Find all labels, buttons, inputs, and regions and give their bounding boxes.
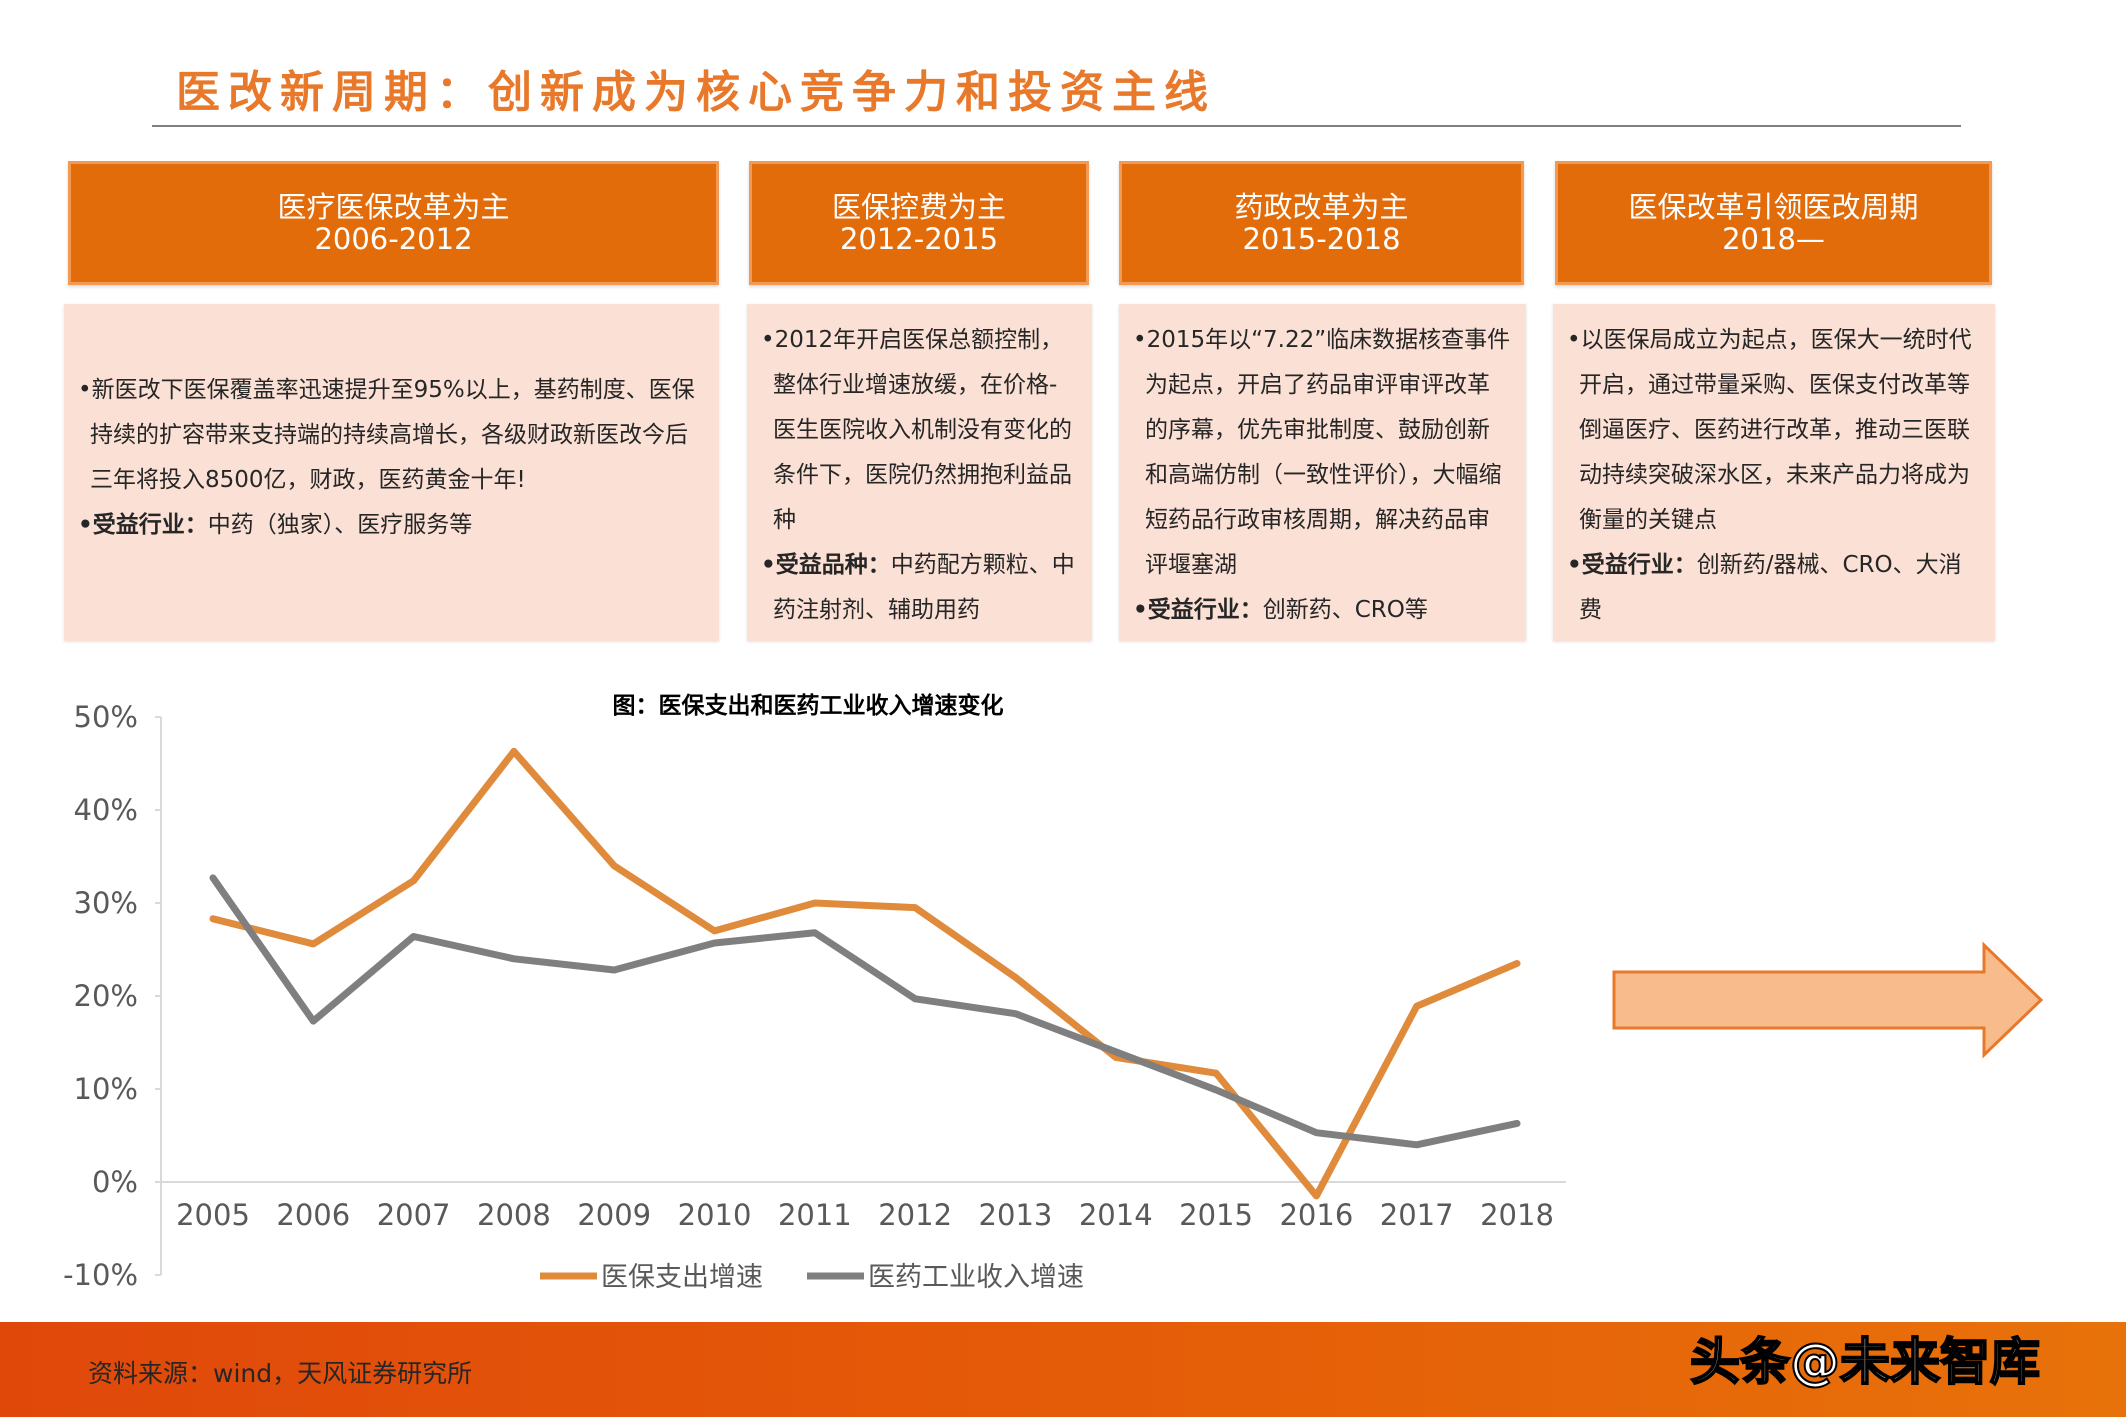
data-point	[1213, 1086, 1220, 1093]
data-point	[510, 748, 517, 755]
data-point	[310, 1018, 317, 1025]
y-tick-label: 50%	[74, 700, 138, 734]
x-tick-label: 2012	[878, 1198, 952, 1232]
x-tick-label: 2013	[979, 1198, 1053, 1232]
phase-content-4: •以医保局成立为起点，医保大一统时代开启，通过带量采购、医保支付改革等倒逼医疗、…	[1553, 304, 1995, 641]
data-point	[1112, 1048, 1119, 1055]
y-tick-label: 10%	[74, 1072, 138, 1106]
phase-period: 2015-2018	[1242, 222, 1401, 256]
page-title: 医改新周期：创新成为核心竞争力和投资主线	[176, 67, 1216, 118]
phase-content-2: •2012年开启医保总额控制，整体行业增速放缓，在价格-医生医院收入机制没有变化…	[747, 304, 1092, 641]
data-point	[410, 877, 417, 884]
phase-description: •2012年开启医保总额控制，整体行业增速放缓，在价格-医生医院收入机制没有变化…	[761, 327, 1072, 533]
x-tick-label: 2005	[176, 1198, 250, 1232]
source-note: 资料来源：wind，天风证券研究所	[88, 1359, 473, 1388]
right-arrow-icon	[1612, 941, 2044, 1059]
phase-period: 2006-2012	[314, 222, 473, 256]
phase-beneficiaries: •受益行业：中药（独家）、医疗服务等	[78, 512, 473, 538]
phase-description: •新医改下医保覆盖率迅速提升至95%以上，基药制度、医保持续的扩容带来支持端的持…	[78, 377, 695, 493]
phase-beneficiaries: •受益品种：中药配方颗粒、中药注射剂、辅助用药	[761, 552, 1075, 623]
phase-content-3: •2015年以“7.22”临床数据核查事件为起点，开启了药品审评审评改革的序幕，…	[1119, 304, 1526, 641]
data-point	[811, 929, 818, 936]
data-point	[1413, 1141, 1420, 1148]
phase-header-3: 药政改革为主 2015-2018	[1119, 161, 1524, 285]
x-tick-label: 2014	[1079, 1198, 1153, 1232]
data-point	[711, 927, 718, 934]
phase-content-1: •新医改下医保覆盖率迅速提升至95%以上，基药制度、医保持续的扩容带来支持端的持…	[64, 304, 719, 641]
phase-title: 药政改革为主	[1234, 190, 1409, 224]
series-line-1	[209, 747, 1521, 1200]
data-point	[310, 940, 317, 947]
y-tick-label: 40%	[74, 793, 138, 827]
x-tick-label: 2011	[778, 1198, 852, 1232]
phase-header-4: 医保改革引领医改周期 2018—	[1555, 161, 1992, 285]
x-tick-label: 2016	[1279, 1198, 1353, 1232]
data-point	[510, 955, 517, 962]
phase-title: 医保控费为主	[831, 190, 1006, 224]
phase-description: •2015年以“7.22”临床数据核查事件为起点，开启了药品审评审评改革的序幕，…	[1133, 327, 1511, 578]
x-tick-label: 2008	[477, 1198, 551, 1232]
data-point	[1514, 1120, 1520, 1127]
data-point	[210, 915, 216, 922]
data-point	[1313, 1192, 1320, 1199]
data-point	[1514, 960, 1520, 967]
y-tick-label: 20%	[74, 979, 138, 1013]
chart-title: 图：医保支出和医药工业收入增速变化	[613, 692, 1004, 719]
data-point	[611, 966, 618, 973]
x-tick-label: 2010	[678, 1198, 752, 1232]
x-tick-label: 2007	[377, 1198, 451, 1232]
data-point	[410, 933, 417, 940]
x-tick-label: 2015	[1179, 1198, 1253, 1232]
data-point	[611, 862, 618, 869]
data-point	[811, 900, 818, 906]
phase-title: 医疗医保改革为主	[277, 190, 510, 224]
phase-header-2: 医保控费为主 2012-2015	[749, 161, 1089, 285]
data-point	[1012, 974, 1019, 981]
data-point	[1413, 1003, 1420, 1010]
footer-bar	[0, 1322, 2126, 1417]
x-tick-label: 2017	[1380, 1198, 1454, 1232]
phase-beneficiaries: •受益行业：创新药、CRO等	[1133, 597, 1428, 623]
growth-line-chart: 图：医保支出和医药工业收入增速变化 50% 40% 30% 20% 10% 0% -10% 2…	[63, 692, 2044, 1293]
data-point	[711, 939, 718, 946]
y-tick-label: 30%	[74, 886, 138, 920]
data-point	[1313, 1129, 1320, 1136]
watermark: 头条@未来智库	[1689, 1332, 2041, 1392]
data-point	[912, 904, 919, 911]
series-line-2	[209, 874, 1521, 1149]
phase-beneficiaries: •受益行业：创新药/器械、CRO、大消费	[1567, 552, 1962, 623]
data-point	[912, 995, 919, 1002]
phase-description: •以医保局成立为起点，医保大一统时代开启，通过带量采购、医保支付改革等倒逼医疗、…	[1567, 327, 1972, 533]
x-tick-label: 2018	[1480, 1198, 1554, 1232]
data-point	[1213, 1070, 1220, 1077]
y-tick-label: -10%	[63, 1258, 138, 1292]
phase-period: 2018—	[1722, 222, 1825, 256]
legend-label: 医药工业收入增速	[868, 1262, 1084, 1293]
x-tick-label: 2009	[577, 1198, 651, 1232]
phase-title: 医保改革引领医改周期	[1628, 190, 1919, 224]
data-point	[1012, 1010, 1019, 1017]
data-point	[210, 874, 216, 881]
y-tick-label: 0%	[92, 1165, 138, 1199]
phase-period: 2012-2015	[839, 222, 999, 256]
phase-header-1: 医疗医保改革为主 2006-2012	[68, 161, 719, 285]
title-divider	[152, 125, 1961, 127]
x-tick-label: 2006	[276, 1198, 350, 1232]
legend-label: 医保支出增速	[601, 1262, 763, 1293]
